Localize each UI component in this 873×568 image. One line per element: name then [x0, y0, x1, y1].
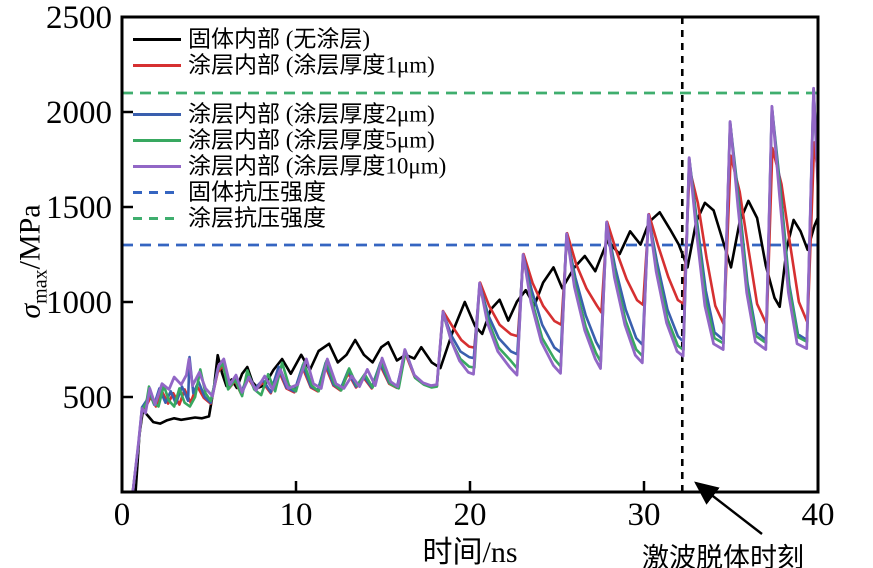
data-series-line — [134, 199, 820, 494]
y-axis-label: σmax/MPa — [14, 167, 53, 357]
sigma-subscript: max — [29, 269, 52, 304]
x-axis-label: 时间/ns — [422, 536, 518, 568]
legend-item: 涂层内部 (涂层厚度10μm) — [133, 153, 446, 179]
legend-line-swatch — [133, 37, 181, 42]
legend-label: 涂层内部 (涂层厚度1μm) — [188, 52, 435, 78]
legend-label: 固体抗压强度 — [188, 179, 326, 205]
legend: 固体内部 (无涂层) 涂层内部 (涂层厚度1μm) 涂层内部 (涂层厚度2μm) 涂层… — [133, 26, 446, 254]
legend-line-swatch — [133, 63, 181, 68]
y-tick-label: 1000 — [46, 285, 112, 321]
x-tick-label: 30 — [628, 497, 661, 533]
legend-dashed-line-swatch — [133, 190, 181, 195]
data-series-line — [131, 86, 820, 494]
y-tick-label: 2000 — [46, 95, 112, 131]
x-tick-label: 40 — [802, 497, 835, 533]
legend-line-swatch — [133, 112, 181, 117]
legend-label: 涂层内部 (涂层厚度10μm) — [188, 153, 447, 179]
x-tick-label: 0 — [114, 497, 131, 533]
x-tick-label: 10 — [280, 497, 313, 533]
y-tick-label: 2500 — [46, 0, 112, 36]
legend-item: 固体内部 (无涂层) — [133, 26, 446, 52]
x-tick-label: 20 — [454, 497, 487, 533]
annotation-arrow — [694, 481, 763, 535]
legend-item: 涂层内部 (涂层厚度1μm) — [133, 52, 446, 78]
y-tick-label: 500 — [63, 380, 113, 416]
y-tick-label: 1500 — [46, 190, 112, 226]
legend-label: 涂层抗压强度 — [188, 205, 326, 231]
legend-line-swatch — [133, 138, 181, 143]
legend-item: 涂层内部 (涂层厚度2μm) — [133, 101, 446, 127]
legend-group: 涂层内部 (涂层厚度2μm) 涂层内部 (涂层厚度5μm) 涂层内部 (涂层厚度10… — [133, 101, 446, 231]
sigma-symbol: σ — [13, 303, 47, 319]
legend-label: 涂层内部 (涂层厚度2μm) — [188, 101, 435, 127]
legend-item: 固体抗压强度 — [133, 179, 446, 205]
legend-item: 涂层抗压强度 — [133, 205, 446, 231]
shock-detachment-annotation: 激波脱体时刻 — [642, 543, 804, 568]
legend-item: 涂层内部 (涂层厚度5μm) — [133, 127, 446, 153]
legend-line-swatch — [133, 164, 181, 169]
legend-dashed-line-swatch — [133, 216, 181, 221]
legend-label: 涂层内部 (涂层厚度5μm) — [188, 127, 435, 153]
legend-label: 固体内部 (无涂层) — [188, 26, 371, 52]
y-axis-unit: /MPa — [13, 204, 47, 270]
legend-group: 固体内部 (无涂层) 涂层内部 (涂层厚度1μm) — [133, 26, 446, 78]
